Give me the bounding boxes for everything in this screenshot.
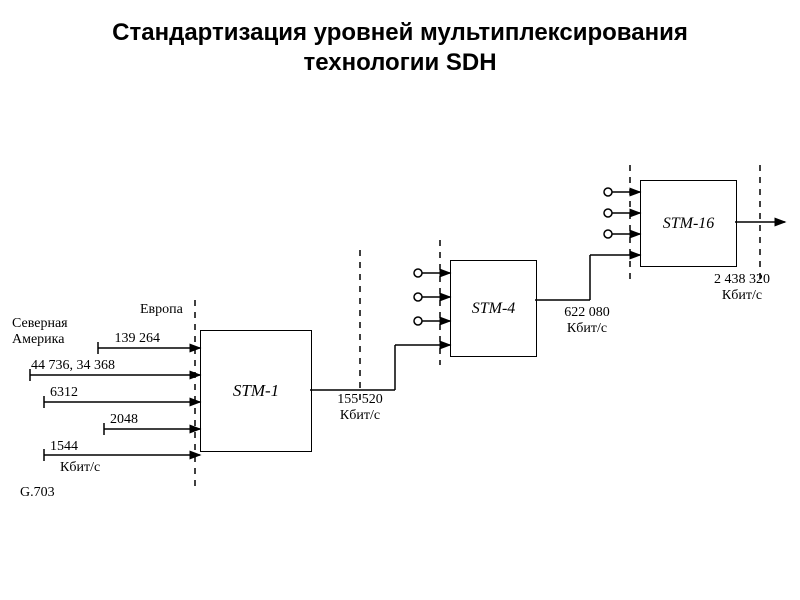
stm16-stub3-circle	[604, 230, 612, 238]
sdh-diagram: STM-1 STM-4 STM-16 Европа Северная Амери…	[0, 0, 800, 600]
stm4-stub1-circle	[414, 269, 422, 277]
stm4-stub2-circle	[414, 293, 422, 301]
stm16-stub2-circle	[604, 209, 612, 217]
stm16-stub1-circle	[604, 188, 612, 196]
stm4-stub3-circle	[414, 317, 422, 325]
diagram-lines	[0, 0, 800, 600]
